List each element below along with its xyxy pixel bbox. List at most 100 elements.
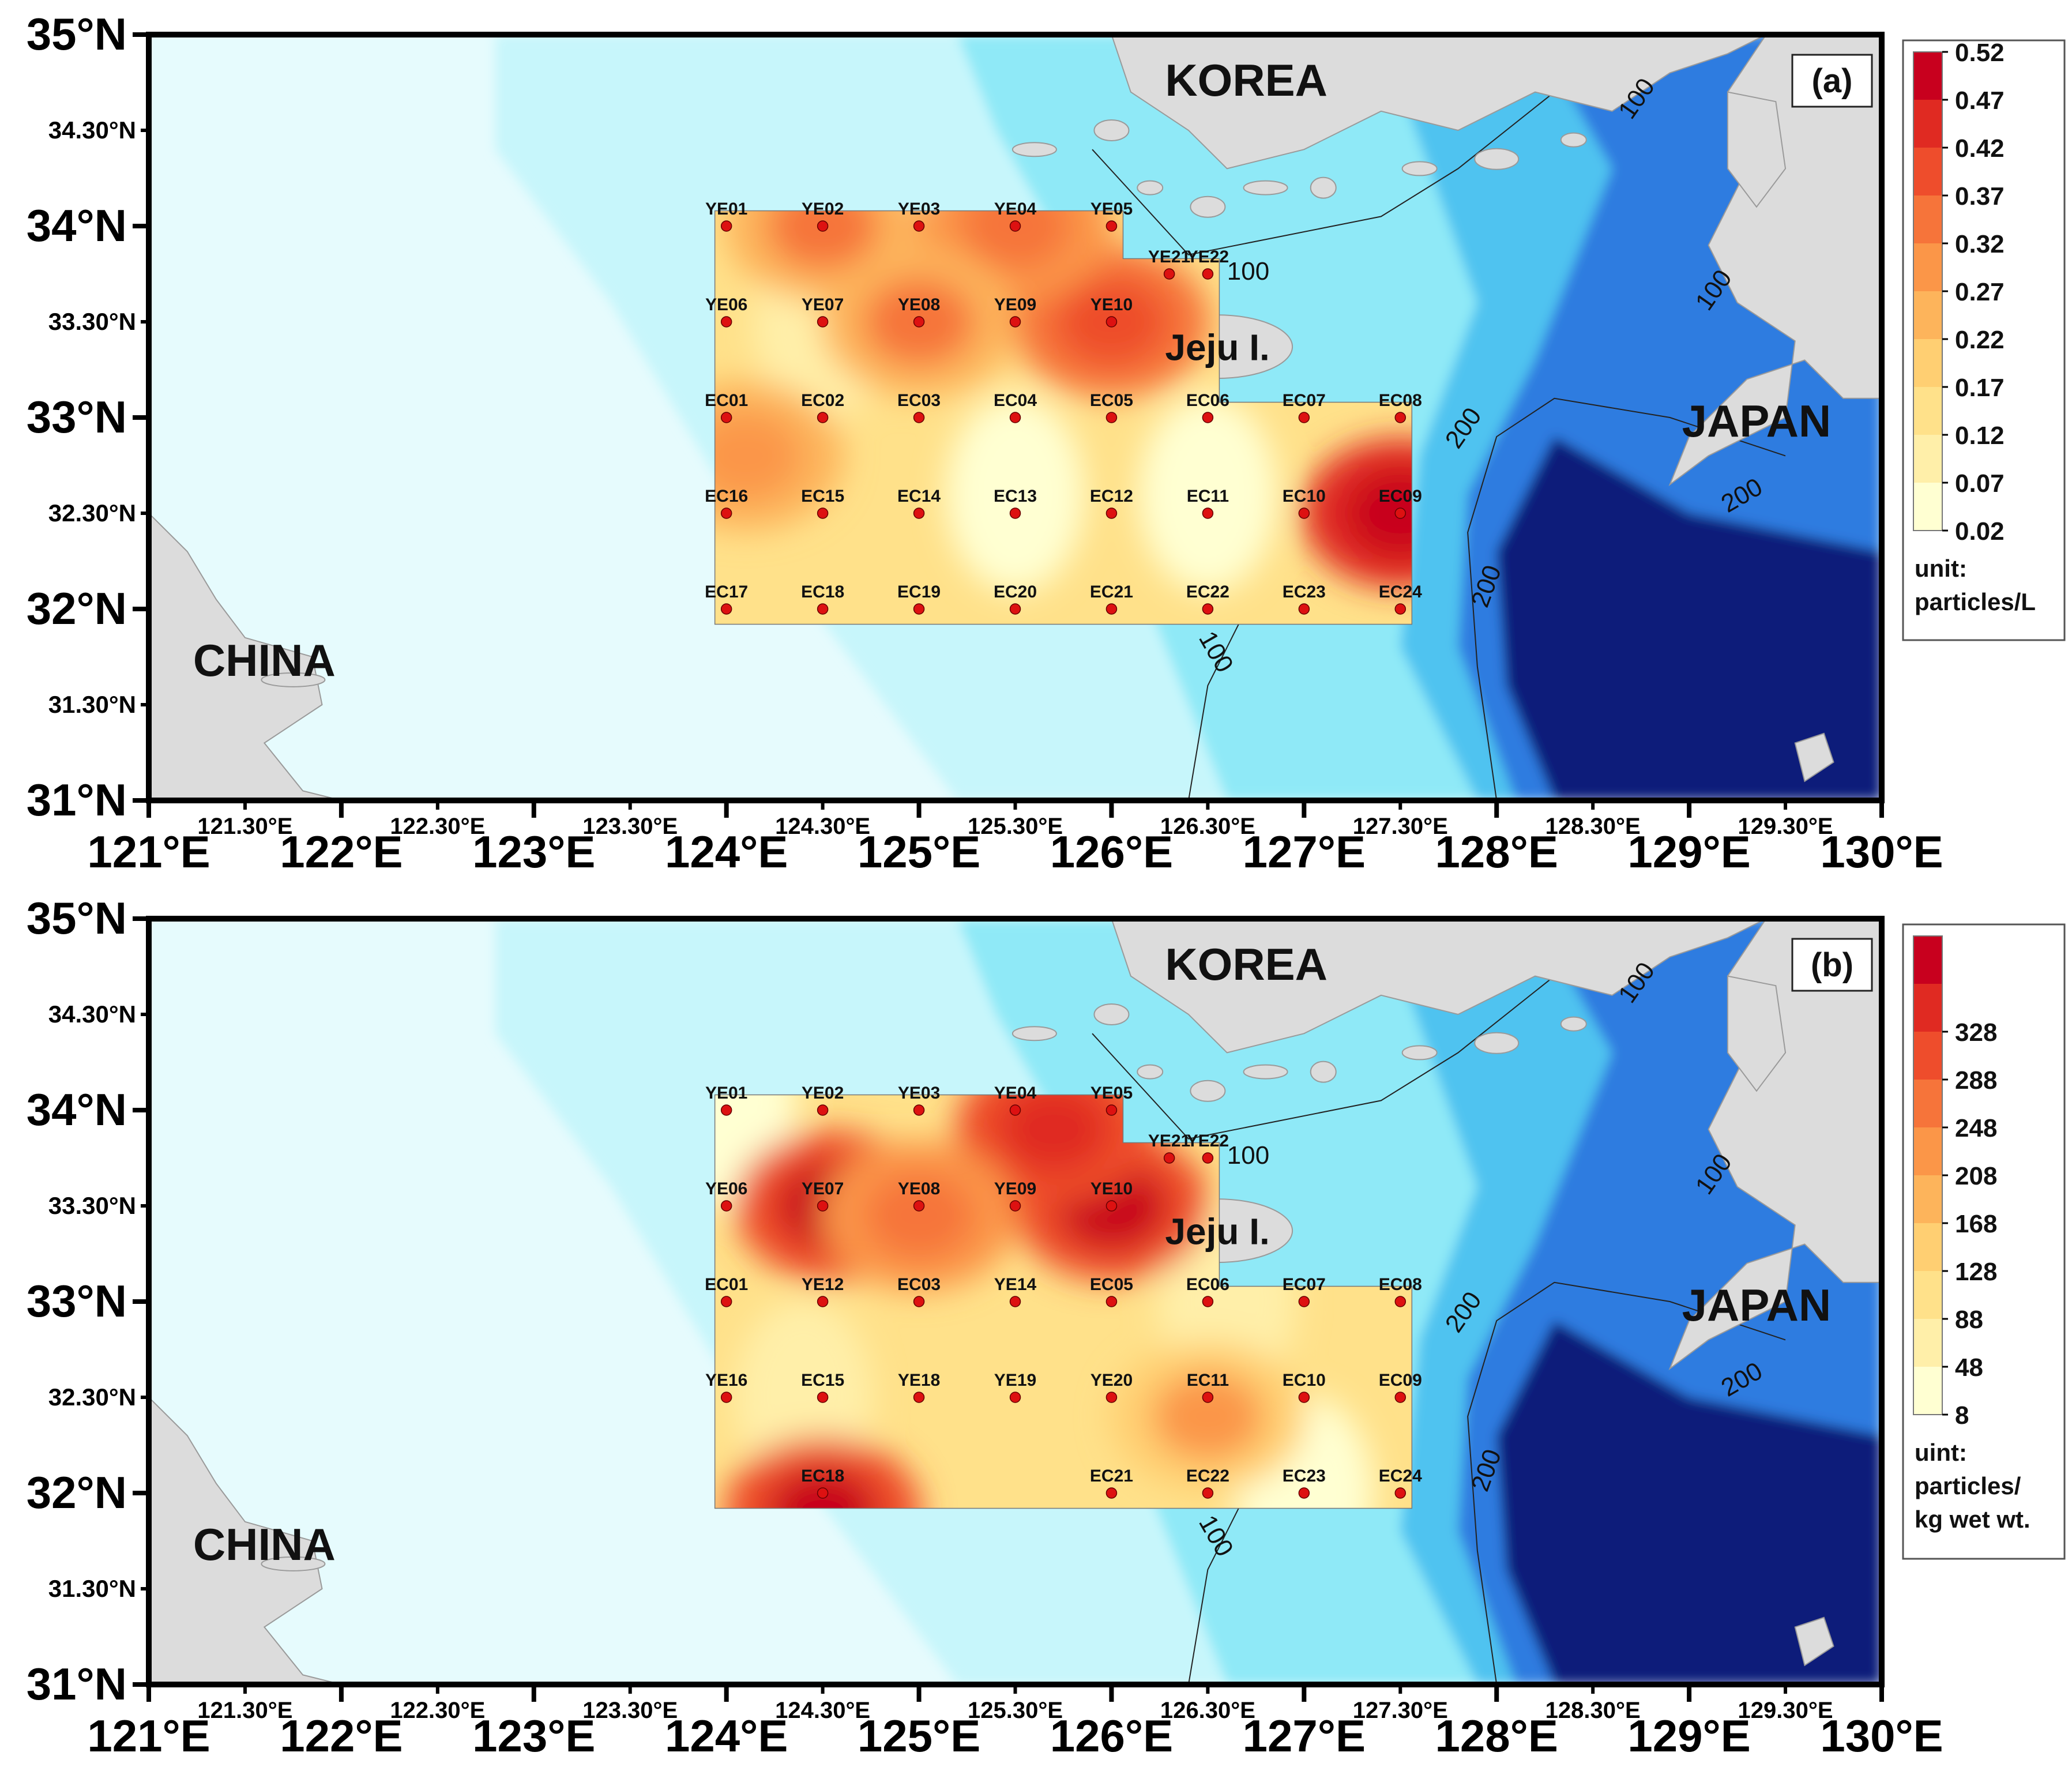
lat-major-label: 34°N bbox=[27, 200, 127, 251]
lat-minor-label: 34.30°N bbox=[48, 116, 136, 144]
legend-swatch bbox=[1913, 148, 1942, 196]
station-label: EC13 bbox=[994, 487, 1037, 506]
panel-label: (a) bbox=[1791, 54, 1873, 108]
station-marker bbox=[1394, 603, 1407, 615]
lat-minor-label: 34.30°N bbox=[48, 1001, 136, 1028]
station-label: EC14 bbox=[897, 487, 941, 506]
station-marker bbox=[1105, 1392, 1118, 1403]
station-marker bbox=[817, 1296, 829, 1307]
station-label: EC06 bbox=[1186, 1275, 1229, 1294]
china-landmass bbox=[149, 512, 342, 800]
station-label: YE18 bbox=[898, 1371, 940, 1390]
station-label: YE01 bbox=[705, 200, 747, 219]
station-marker bbox=[720, 507, 732, 519]
station-marker bbox=[817, 1487, 829, 1499]
station-marker bbox=[1009, 1104, 1021, 1116]
station-marker bbox=[1009, 220, 1021, 232]
lon-minor-label: 129.30°E bbox=[1738, 1698, 1833, 1723]
lon-major-label: 122°E bbox=[280, 1710, 403, 1761]
station-label: EC21 bbox=[1090, 1467, 1133, 1486]
station-marker bbox=[1298, 1487, 1310, 1499]
station-label: EC01 bbox=[705, 391, 748, 410]
lon-major-label: 129°E bbox=[1627, 1710, 1750, 1761]
color-legend: 328 288 248 208 168 128 88 48 8 uint: particles/kg… bbox=[1902, 923, 2066, 1560]
china-label: CHINA bbox=[193, 635, 336, 686]
legend-tick: 0.47 bbox=[1955, 87, 2005, 115]
station-label: YE22 bbox=[1187, 1131, 1229, 1150]
korea-island bbox=[1310, 176, 1337, 199]
lon-minor-label: 123.30°E bbox=[582, 1698, 678, 1723]
station-marker bbox=[817, 1104, 829, 1116]
lat-minor-label: 33.30°N bbox=[48, 1192, 136, 1219]
goto-island bbox=[1794, 1616, 1834, 1667]
station-marker bbox=[1009, 1200, 1021, 1212]
station-label: EC08 bbox=[1379, 391, 1422, 410]
station-label: YE20 bbox=[1090, 1371, 1133, 1390]
station-marker bbox=[1202, 1296, 1214, 1307]
lat-major-label: 32°N bbox=[27, 1467, 127, 1518]
korea-island bbox=[1243, 180, 1288, 195]
station-label: YE03 bbox=[898, 1084, 940, 1103]
station-label: YE04 bbox=[994, 200, 1037, 219]
lat-major-label: 35°N bbox=[27, 9, 127, 59]
station-marker bbox=[1163, 268, 1175, 280]
station-marker bbox=[1105, 412, 1118, 423]
station-label: EC05 bbox=[1090, 1275, 1133, 1294]
lat-minor-label: 32.30°N bbox=[48, 499, 136, 527]
station-marker bbox=[817, 507, 829, 519]
station-marker bbox=[1298, 412, 1310, 423]
station-label: EC07 bbox=[1283, 1275, 1326, 1294]
korea-island bbox=[1011, 142, 1057, 157]
station-label: EC24 bbox=[1379, 582, 1422, 601]
station-label: EC16 bbox=[705, 487, 748, 506]
legend-swatch bbox=[1913, 1271, 1942, 1319]
color-legend: 0.52 0.47 0.42 0.37 0.32 0.27 0.22 0.17 0.12 0.07… bbox=[1902, 39, 2066, 641]
station-label: EC08 bbox=[1379, 1275, 1422, 1294]
legend-tick: 328 bbox=[1955, 1018, 1997, 1047]
lat-major-label: 33°N bbox=[27, 392, 127, 442]
lat-minor-label: 33.30°N bbox=[48, 308, 136, 335]
station-marker bbox=[1298, 1296, 1310, 1307]
korea-island bbox=[1560, 1016, 1587, 1032]
station-label: YE07 bbox=[802, 295, 844, 314]
lon-minor-label: 125.30°E bbox=[968, 814, 1063, 839]
legend-swatch bbox=[1913, 984, 1942, 1032]
korea-island bbox=[1474, 148, 1520, 170]
goto-island bbox=[1794, 732, 1834, 783]
lat-major-label: 31°N bbox=[27, 1659, 127, 1709]
china-label: CHINA bbox=[193, 1519, 336, 1570]
lon-major-label: 123°E bbox=[472, 1710, 595, 1761]
lon-minor-label: 129.30°E bbox=[1738, 814, 1833, 839]
lon-major-label: 129°E bbox=[1627, 826, 1750, 877]
legend-swatch bbox=[1913, 291, 1942, 340]
japan-label: JAPAN bbox=[1682, 396, 1832, 446]
station-label: YE03 bbox=[898, 200, 940, 219]
station-marker bbox=[1105, 603, 1118, 615]
lon-minor-label: 125.30°E bbox=[968, 1698, 1063, 1723]
lon-major-label: 130°E bbox=[1820, 826, 1943, 877]
legend-tick: 208 bbox=[1955, 1162, 1997, 1190]
station-marker bbox=[1202, 268, 1214, 280]
legend-tick: 0.12 bbox=[1955, 422, 2005, 450]
station-marker bbox=[1105, 1200, 1118, 1212]
lon-minor-label: 121.30°E bbox=[197, 814, 292, 839]
korea-island bbox=[1560, 132, 1587, 148]
korea-island bbox=[1093, 119, 1130, 141]
lon-major-label: 123°E bbox=[472, 826, 595, 877]
lat-minor-label: 31.30°N bbox=[48, 1575, 136, 1602]
station-marker bbox=[1298, 507, 1310, 519]
station-label: EC17 bbox=[705, 582, 748, 601]
lon-minor-label: 127.30°E bbox=[1353, 814, 1448, 839]
station-marker bbox=[1202, 603, 1214, 615]
legend-tick: 0.32 bbox=[1955, 230, 2005, 258]
lon-major-label: 126°E bbox=[1050, 1710, 1173, 1761]
lon-minor-label: 128.30°E bbox=[1545, 814, 1641, 839]
legend-tick: 88 bbox=[1955, 1306, 1983, 1334]
korea-island bbox=[1137, 180, 1164, 195]
lon-major-label: 126°E bbox=[1050, 826, 1173, 877]
lon-major-label: 128°E bbox=[1435, 1710, 1558, 1761]
station-label: YE01 bbox=[705, 1084, 747, 1103]
station-marker bbox=[1394, 507, 1407, 519]
station-label: EC19 bbox=[897, 582, 941, 601]
